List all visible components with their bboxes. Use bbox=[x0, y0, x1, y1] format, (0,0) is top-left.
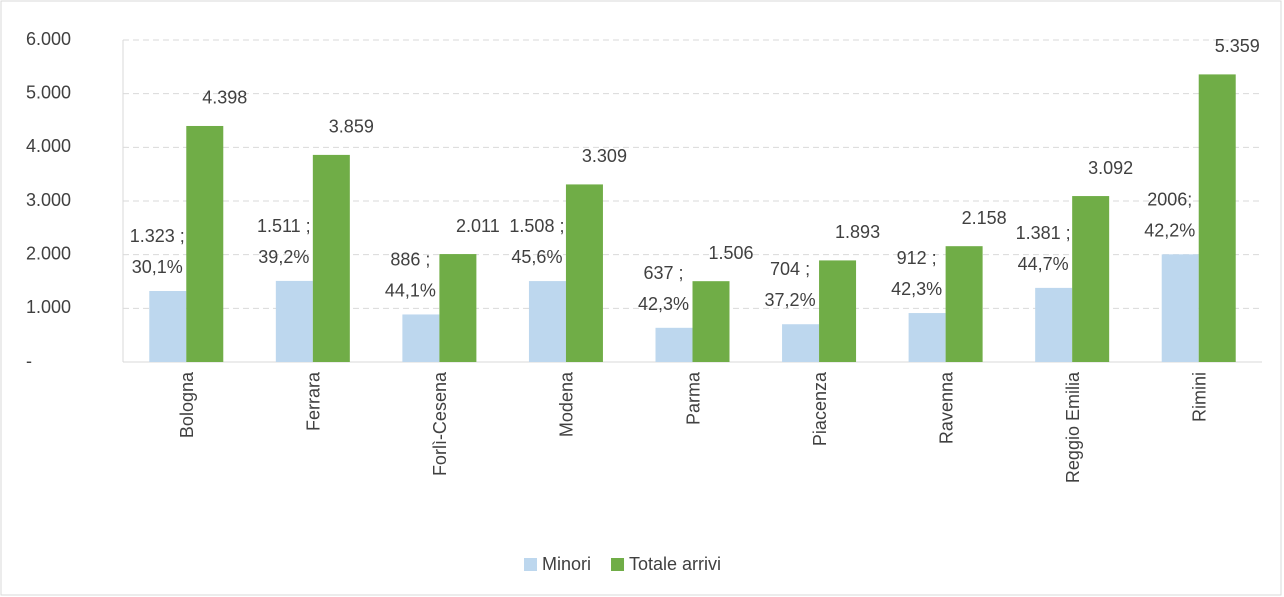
bar bbox=[528, 281, 566, 362]
data-label: 2.158 bbox=[962, 208, 1007, 228]
data-label: 1.508 ; 45,6% bbox=[509, 216, 564, 267]
data-label: 2.011 bbox=[456, 216, 500, 236]
legend-label: Totale arrivi bbox=[629, 554, 721, 574]
y-tick-label: 4.000 bbox=[26, 136, 71, 156]
data-label: 886 ; 44,1% bbox=[385, 249, 436, 300]
data-label: 2006; 42,2% bbox=[1144, 189, 1195, 240]
legend-swatch bbox=[524, 558, 537, 571]
x-tick-label: Ravenna bbox=[936, 371, 956, 444]
bar bbox=[186, 125, 224, 362]
data-label: 1.511 ; 39,2% bbox=[257, 216, 311, 267]
bar bbox=[908, 313, 946, 362]
y-tick-label: 2.000 bbox=[26, 243, 71, 263]
bar bbox=[819, 260, 857, 362]
data-label: 912 ; 42,3% bbox=[891, 248, 942, 299]
bar bbox=[275, 280, 313, 362]
legend-label: Minori bbox=[542, 554, 591, 574]
data-label: 637 ; 42,3% bbox=[638, 263, 689, 314]
x-tick-label: Modena bbox=[557, 371, 577, 437]
bar bbox=[945, 246, 983, 362]
x-tick-label: Reggio Emilia bbox=[1063, 371, 1083, 483]
x-tick-label: Piacenza bbox=[810, 371, 830, 446]
x-tick-label: Forlì-Cesena bbox=[430, 371, 450, 476]
bar bbox=[1161, 254, 1199, 362]
bar bbox=[565, 184, 603, 362]
y-tick-label: 6.000 bbox=[26, 29, 71, 49]
bar bbox=[149, 290, 187, 362]
data-label: 1.506 bbox=[708, 243, 753, 263]
data-label: 704 ; 37,2% bbox=[765, 259, 816, 310]
bar bbox=[1035, 287, 1073, 362]
data-label: 1.323 ; 30,1% bbox=[130, 226, 185, 277]
x-tick-label: Parma bbox=[683, 371, 703, 425]
bar bbox=[402, 314, 440, 362]
data-label: 1.893 bbox=[835, 222, 880, 242]
x-tick-label: Bologna bbox=[177, 371, 197, 438]
bar bbox=[655, 327, 693, 362]
data-label: 3.309 bbox=[582, 146, 627, 166]
y-tick-label: - bbox=[26, 351, 32, 371]
bar bbox=[1072, 196, 1110, 362]
x-tick-label: Ferrara bbox=[304, 371, 324, 431]
data-label: 4.398 bbox=[202, 88, 247, 108]
y-tick-label: 3.000 bbox=[26, 190, 71, 210]
data-label: 3.859 bbox=[329, 117, 374, 137]
y-tick-label: 1.000 bbox=[26, 297, 71, 317]
data-label: 3.092 bbox=[1088, 158, 1133, 178]
bar bbox=[782, 324, 820, 362]
bar bbox=[312, 154, 350, 362]
y-tick-label: 5.000 bbox=[26, 82, 71, 102]
bar bbox=[692, 281, 730, 362]
bar bbox=[1198, 74, 1236, 362]
data-label: 5.359 bbox=[1215, 36, 1260, 56]
bar bbox=[439, 254, 477, 362]
x-tick-label: Rimini bbox=[1189, 372, 1209, 422]
legend-swatch bbox=[611, 558, 625, 571]
data-label: 1.381 ; 44,7% bbox=[1016, 223, 1071, 274]
